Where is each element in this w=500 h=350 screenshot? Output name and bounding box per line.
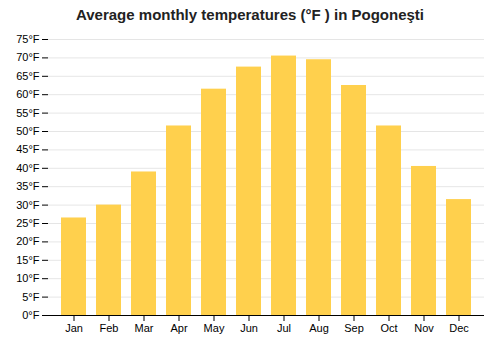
svg-text:Aug: Aug — [309, 322, 329, 334]
svg-text:45°F: 45°F — [16, 143, 40, 155]
svg-text:20°F: 20°F — [16, 235, 40, 247]
svg-text:Mar: Mar — [135, 322, 154, 334]
svg-text:Sep: Sep — [344, 322, 364, 334]
svg-text:10°F: 10°F — [16, 272, 40, 284]
svg-text:60°F: 60°F — [16, 88, 40, 100]
svg-text:25°F: 25°F — [16, 217, 40, 229]
svg-text:May: May — [204, 322, 225, 334]
svg-text:Apr: Apr — [170, 322, 187, 334]
svg-text:70°F: 70°F — [16, 51, 40, 63]
svg-text:30°F: 30°F — [16, 199, 40, 211]
svg-text:Oct: Oct — [380, 322, 397, 334]
svg-text:35°F: 35°F — [16, 180, 40, 192]
svg-text:55°F: 55°F — [16, 107, 40, 119]
svg-text:0°F: 0°F — [22, 309, 40, 321]
svg-text:5°F: 5°F — [22, 291, 40, 303]
svg-text:50°F: 50°F — [16, 125, 40, 137]
svg-text:Feb: Feb — [100, 322, 119, 334]
svg-text:40°F: 40°F — [16, 162, 40, 174]
svg-text:Nov: Nov — [414, 322, 434, 334]
svg-text:Jul: Jul — [277, 322, 291, 334]
svg-text:15°F: 15°F — [16, 254, 40, 266]
svg-text:65°F: 65°F — [16, 70, 40, 82]
svg-text:Jun: Jun — [240, 322, 258, 334]
svg-text:Jan: Jan — [65, 322, 83, 334]
html-text:Average monthly temperatures (: Average monthly temperatures (°F ) in Po… — [76, 6, 424, 23]
svg-text:Dec: Dec — [449, 322, 469, 334]
svg-text:75°F: 75°F — [16, 33, 40, 45]
